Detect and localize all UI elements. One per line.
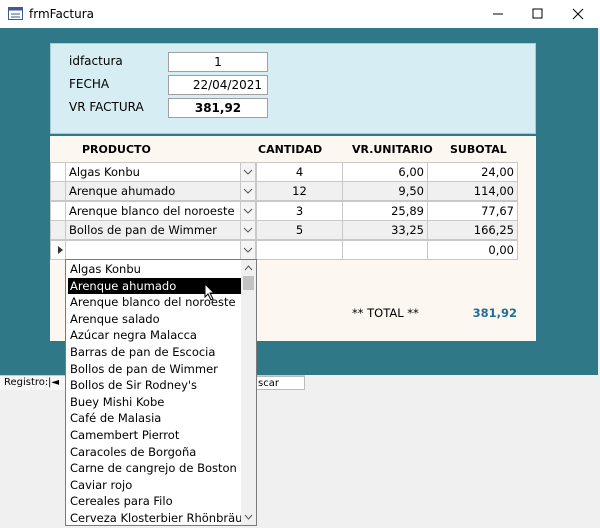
dropdown-item[interactable]: Carne de cangrejo de Boston [70,461,237,476]
dropdown-button[interactable] [240,162,256,182]
cell: 9,50 [342,181,428,202]
record-selector[interactable] [50,239,66,260]
column-header: SUBOTAL [450,143,507,156]
column-header: VR.UNITARIO [352,143,433,156]
column-header: CANTIDAD [258,143,323,156]
product-combo[interactable]: Algas Konbu [65,162,256,182]
search-box[interactable]: scar [255,376,305,390]
cell[interactable]: 5 [256,220,343,241]
cell: 0,00 [427,239,518,260]
cell[interactable]: 3 [256,200,343,221]
product-combo[interactable] [65,239,256,260]
form-header [50,43,536,134]
cell[interactable]: 4 [256,162,343,182]
dropdown-item[interactable]: Caviar rojo [70,477,133,492]
dropdown-button[interactable] [240,200,256,221]
dropdown-item[interactable]: Algas Konbu [70,262,141,276]
first-record-button[interactable]: |◄ [48,377,60,388]
title-bar: frmFactura [0,0,600,28]
product-combo[interactable]: Bollos de pan de Wimmer [65,220,256,241]
dropdown-item[interactable]: Arenque salado [70,311,160,326]
dropdown-button[interactable] [240,239,256,260]
cell: 114,00 [427,181,518,202]
field-label: idfactura [69,54,123,68]
dropdown-item[interactable]: Azúcar negra Malacca [70,328,197,343]
cell: 33,25 [342,220,428,241]
dropdown-item[interactable]: Arenque blanco del noroeste [70,295,236,310]
dropdown-button[interactable] [240,181,256,202]
dropdown-list: Algas Konbu Arenque ahumado Arenque blanco… [65,259,257,526]
product-combo[interactable]: Arenque blanco del noroeste [65,200,256,221]
dropdown-button[interactable] [240,220,256,241]
dropdown-item[interactable]: Buey Mishi Kobe [70,394,165,409]
dropdown-item[interactable]: Arenque ahumado [68,277,242,295]
total-label: ** TOTAL ** [352,306,419,320]
scrollbar[interactable] [241,260,256,525]
window-title: frmFactura [29,7,94,21]
field-value[interactable]: 381,92 [168,98,268,118]
window-controls[interactable] [480,0,600,28]
dropdown-item[interactable]: Camembert Pierrot [70,428,180,442]
cell: 24,00 [427,162,518,182]
record-selector[interactable] [50,220,66,241]
total-value: 381,92 [472,306,517,320]
cell: 166,25 [427,220,518,241]
record-selector[interactable] [50,200,66,221]
record-selector[interactable] [50,162,66,182]
mouse-cursor [204,282,216,304]
cell [342,239,428,260]
cell[interactable] [256,239,343,260]
product-combo[interactable]: Arenque ahumado [65,181,256,202]
column-header: PRODUCTO [82,143,151,156]
cell[interactable]: 12 [256,181,343,202]
field-label: FECHA [69,77,110,91]
record-selector[interactable] [50,181,66,202]
cell: 6,00 [342,162,428,182]
cell: 77,67 [427,200,518,221]
cell: 25,89 [342,200,428,221]
window-icon [8,7,23,20]
dropdown-item[interactable]: Café de Malasia [70,411,162,426]
field-value[interactable]: 1 [168,52,268,72]
dropdown-item[interactable]: Bollos de Sir Rodney's [70,378,198,393]
field-value[interactable]: 22/04/2021 [168,75,268,95]
dropdown-item[interactable]: Caracoles de Borgoña [70,444,197,459]
field-label: VR FACTURA [69,100,144,114]
dropdown-item[interactable]: Barras de pan de Escocia [70,345,216,359]
dropdown-item[interactable]: Cereales para Filo [70,494,173,509]
record-label: Registro: [4,377,49,388]
dropdown-item[interactable]: Bollos de pan de Wimmer [70,361,218,376]
dropdown-item[interactable]: Cerveza Klosterbier Rhönbräu [70,511,243,525]
